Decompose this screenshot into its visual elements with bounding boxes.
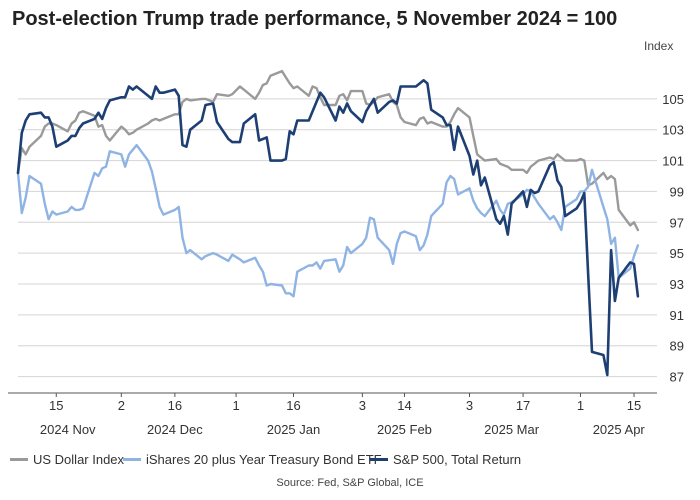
legend-swatch [370,458,388,461]
legend-label: S&P 500, Total Return [393,452,522,467]
x-month-label: 2024 Dec [147,422,203,437]
y-tick-label: 105 [662,92,684,107]
x-tick-label: 3 [466,398,473,413]
legend-swatch [123,458,141,461]
x-month-label: 2025 Apr [593,422,646,437]
y-tick-label: 97 [670,215,684,230]
y-tick-label: 89 [670,339,684,354]
y-tick-label: 101 [662,154,684,169]
source-note: Source: Fed, S&P Global, ICE [276,477,424,489]
treasury-etf-line [16,143,640,298]
y-tick-label: 91 [670,308,684,323]
legend: US Dollar Index iShares 20 plus Year Tre… [10,452,690,470]
x-tick-label: 14 [397,398,411,413]
chart-title: Post-election Trump trade performance, 5… [12,8,618,30]
sp500-line [16,79,640,377]
x-tick-label: 16 [286,398,300,413]
x-tick-label: 15 [627,398,641,413]
x-tick-label: 15 [49,398,63,413]
x-tick-label: 1 [577,398,584,413]
x-axis: 15 2 16 1 16 3 14 3 17 1 15 2024 Nov 2024 Dec 2025 Ja… [8,392,657,437]
y-axis-label: Index [644,39,673,53]
legend-label: US Dollar Index [33,452,125,467]
legend-swatch [10,458,28,461]
legend-item-sp500: S&P 500, Total Return [370,452,521,467]
legend-item-usd-index: US Dollar Index [10,452,124,467]
x-month-label: 2024 Nov [40,422,96,437]
y-axis-ticks: 87 89 91 93 95 97 99 101 103 105 [662,92,684,385]
x-month-label: 2025 Feb [377,422,432,437]
y-tick-label: 99 [670,184,684,199]
x-month-label: 2025 Mar [484,422,540,437]
x-tick-label: 16 [168,398,182,413]
series-lines [16,69,640,377]
y-tick-label: 103 [662,123,684,138]
gridlines [18,98,657,378]
usd-index-line [16,69,640,232]
x-month-label: 2025 Jan [267,422,321,437]
legend-label: iShares 20 plus Year Treasury Bond ETF [146,452,382,467]
y-tick-label: 93 [670,277,684,292]
y-tick-label: 95 [670,246,684,261]
x-tick-label: 1 [232,398,239,413]
legend-item-treasury-etf: iShares 20 plus Year Treasury Bond ETF [123,452,382,467]
x-tick-label: 3 [359,398,366,413]
y-tick-label: 87 [670,370,684,385]
x-tick-label: 17 [516,398,530,413]
x-tick-label: 2 [118,398,125,413]
